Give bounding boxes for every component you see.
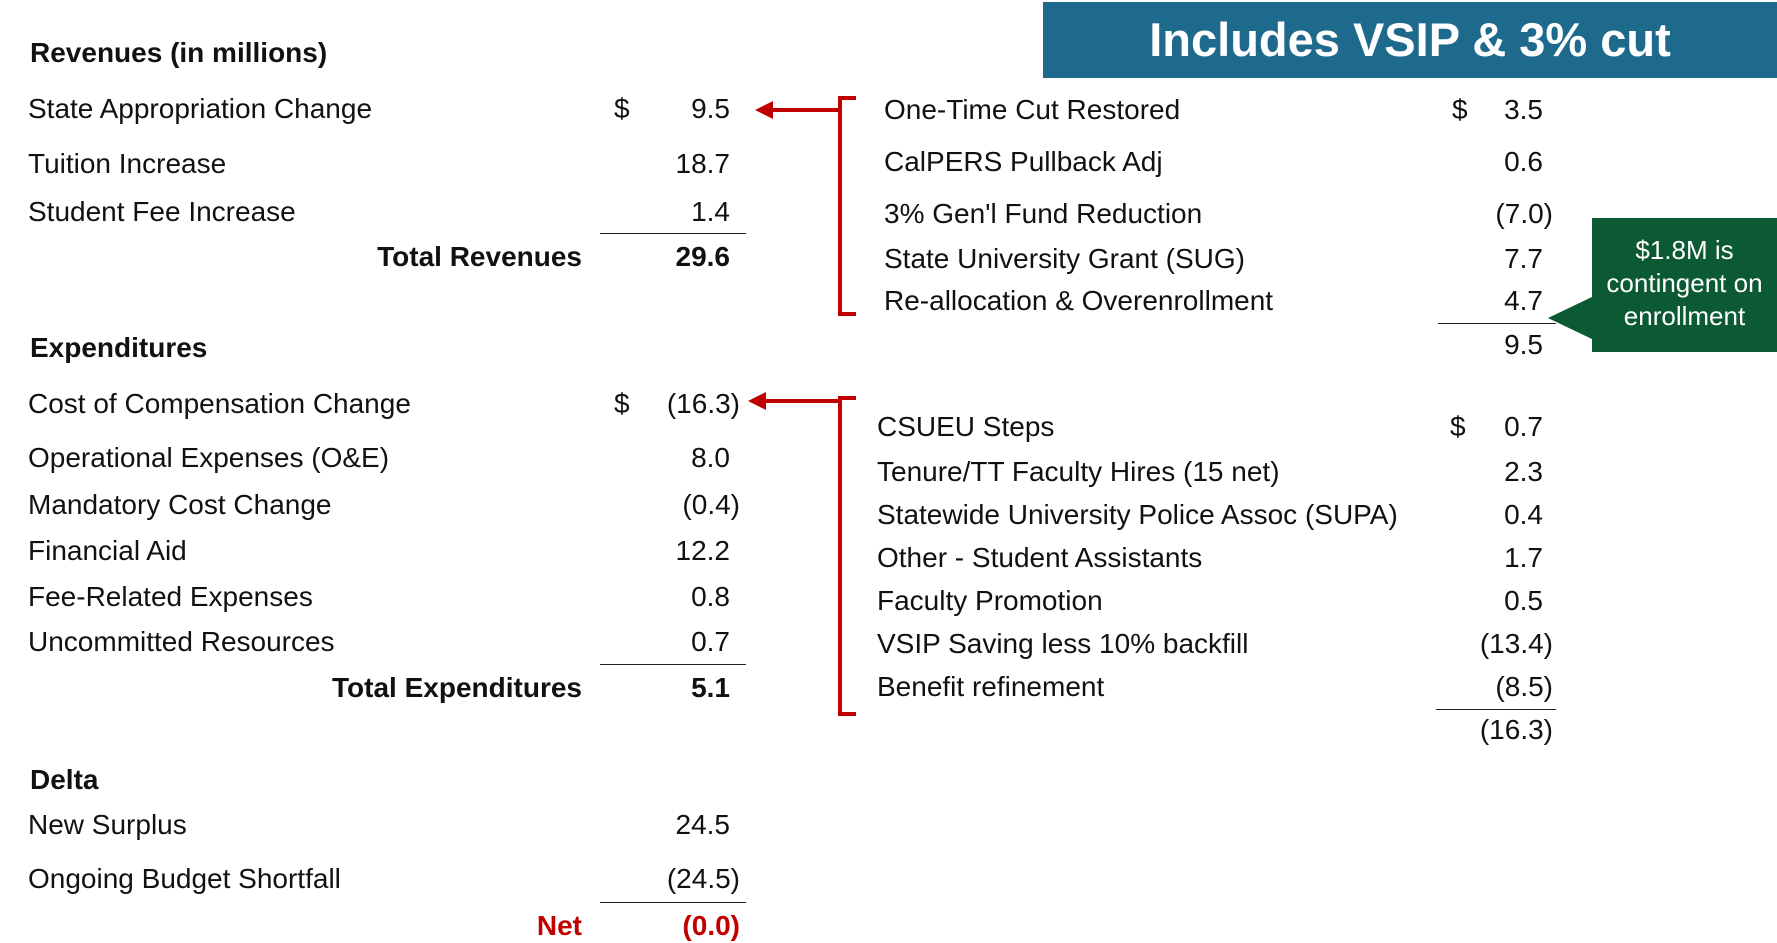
arrow-left-icon	[748, 392, 766, 410]
expenditure-label: Fee-Related Expenses	[28, 581, 313, 612]
subtotal-rule	[600, 233, 746, 234]
callout-note: $1.8M is contingent on enrollment	[1592, 218, 1777, 352]
detail-label: One-Time Cut Restored	[884, 94, 1181, 125]
detail-dollar: $	[1452, 94, 1468, 125]
revenue-label: State Appropriation Change	[28, 93, 373, 124]
delta-value: 24.5	[675, 809, 731, 840]
detail-value: 7.7	[1504, 243, 1543, 274]
arrow-shaft	[763, 399, 842, 403]
expenditure-label: Financial Aid	[28, 535, 187, 566]
arrow-left-icon	[755, 101, 773, 119]
detail-label: Benefit refinement	[877, 671, 1105, 702]
arrow-shaft	[770, 108, 842, 112]
banner-title: Includes VSIP & 3% cut	[1043, 2, 1777, 78]
delta-label: Ongoing Budget Shortfall	[28, 863, 341, 894]
expenditure-dollar: $	[614, 388, 630, 419]
detail-label: Re-allocation & Overenrollment	[884, 285, 1274, 316]
detail-label: Faculty Promotion	[877, 585, 1103, 616]
expenditure-value: (0.4)	[682, 489, 740, 520]
bracket-revenue-detail	[838, 96, 856, 316]
detail-label: Tenure/TT Faculty Hires (15 net)	[877, 456, 1280, 487]
revenue-label: Tuition Increase	[28, 148, 227, 179]
detail-value: 0.4	[1504, 499, 1543, 530]
expenditure-label: Uncommitted Resources	[28, 626, 335, 657]
total-expenditures-label: Total Expenditures	[332, 672, 582, 703]
subtotal-rule	[600, 902, 746, 903]
expenditure-value: 0.8	[691, 581, 730, 612]
detail-label: State University Grant (SUG)	[884, 243, 1245, 274]
callout-line: enrollment	[1623, 301, 1746, 331]
detail-value: 2.3	[1504, 456, 1543, 487]
expenditure-value: 8.0	[691, 442, 730, 473]
detail-label: 3% Gen'l Fund Reduction	[884, 198, 1203, 229]
callout-line: contingent on	[1606, 268, 1763, 298]
delta-label: New Surplus	[28, 809, 187, 840]
expenditure-label: Operational Expenses (O&E)	[28, 442, 390, 473]
detail-label: Other - Student Assistants	[877, 542, 1203, 573]
expenditure-label: Mandatory Cost Change	[28, 489, 332, 520]
detail-value: 0.6	[1504, 146, 1543, 177]
revenue-value: 18.7	[675, 148, 731, 179]
delta-header: Delta	[30, 764, 99, 795]
revenue-label: Student Fee Increase	[28, 196, 296, 227]
detail-value: (13.4)	[1479, 628, 1553, 659]
revenue-value: 9.5	[691, 93, 730, 124]
expenditure-value: (16.3)	[666, 388, 740, 419]
detail-label: CSUEU Steps	[877, 411, 1055, 442]
net-value: (0.0)	[682, 910, 740, 941]
detail-total: (16.3)	[1479, 714, 1553, 745]
net-label: Net	[536, 910, 582, 941]
detail-total: 9.5	[1504, 329, 1543, 360]
detail-value: 1.7	[1504, 542, 1543, 573]
subtotal-rule	[600, 664, 746, 665]
detail-value: 4.7	[1504, 285, 1543, 316]
detail-value: (8.5)	[1495, 671, 1553, 702]
total-expenditures-value: 5.1	[691, 672, 730, 703]
subtotal-rule	[1438, 323, 1556, 324]
detail-label: VSIP Saving less 10% backfill	[877, 628, 1249, 659]
revenue-value: 1.4	[691, 196, 730, 227]
expenditure-value: 12.2	[675, 535, 731, 566]
detail-value: 0.5	[1504, 585, 1543, 616]
delta-value: (24.5)	[666, 863, 740, 894]
callout-line: $1.8M is	[1635, 235, 1734, 265]
revenue-dollar: $	[614, 93, 630, 124]
detail-dollar: $	[1450, 411, 1466, 442]
revenues-header: Revenues (in millions)	[30, 37, 328, 68]
detail-label: Statewide University Police Assoc (SUPA)	[877, 499, 1398, 530]
expenditures-header: Expenditures	[30, 332, 208, 363]
detail-value: 0.7	[1504, 411, 1543, 442]
bracket-compensation-detail	[838, 396, 856, 716]
detail-value: (7.0)	[1495, 198, 1553, 229]
detail-label: CalPERS Pullback Adj	[884, 146, 1163, 177]
expenditure-label: Cost of Compensation Change	[28, 388, 411, 419]
callout-pointer	[1548, 296, 1594, 340]
subtotal-rule	[1436, 709, 1556, 710]
total-revenues-label: Total Revenues	[377, 241, 582, 272]
total-revenues-value: 29.6	[675, 241, 731, 272]
detail-value: 3.5	[1504, 94, 1543, 125]
expenditure-value: 0.7	[691, 626, 730, 657]
